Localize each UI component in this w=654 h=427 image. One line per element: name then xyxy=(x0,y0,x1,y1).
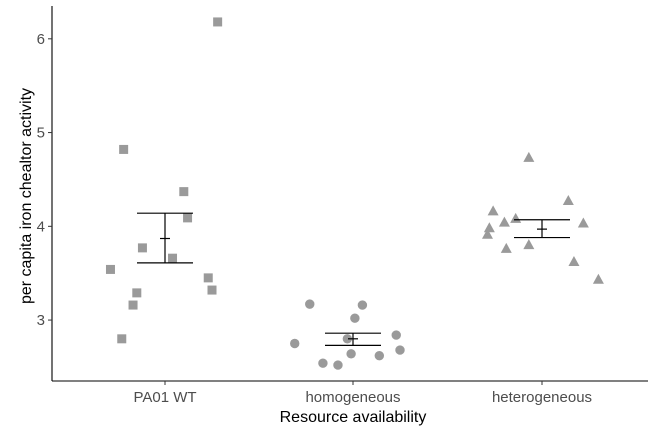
y-tick-label: 6 xyxy=(37,31,45,48)
data-point-triangle xyxy=(568,255,580,266)
data-point-circle xyxy=(391,330,401,340)
data-point-triangle xyxy=(523,239,535,250)
data-point-triangle xyxy=(500,242,512,253)
error-bars xyxy=(137,212,570,346)
data-point-triangle xyxy=(523,151,535,162)
data-point-circle xyxy=(318,358,328,368)
data-point-circle xyxy=(346,349,356,359)
axes: 3 4 5 6 PA01 WT homogeneous heterogeneous xyxy=(37,6,648,406)
data-point-square xyxy=(132,288,142,298)
data-point-triangle xyxy=(481,228,493,239)
data-point-circle xyxy=(357,300,368,310)
x-axis-title: Resource availability xyxy=(280,409,427,426)
data-point-square xyxy=(203,273,213,283)
data-point-square xyxy=(119,144,129,154)
data-point-circle xyxy=(374,350,385,361)
y-tick-label: 4 xyxy=(37,218,45,235)
data-point-square xyxy=(137,243,147,253)
x-tick-label: PA01 WT xyxy=(133,389,196,406)
data-point-square xyxy=(213,17,223,27)
data-point-square xyxy=(117,334,127,344)
data-point-triangle xyxy=(487,205,499,216)
data-point-triangle xyxy=(483,222,495,233)
data-point-triangle xyxy=(510,212,522,223)
data-point-circle xyxy=(333,360,343,370)
data-points xyxy=(105,17,604,370)
x-tick-label: homogeneous xyxy=(305,389,400,406)
data-point-triangle xyxy=(562,195,574,205)
data-point-square xyxy=(168,253,178,263)
data-point-circle xyxy=(305,299,315,309)
data-point-circle xyxy=(395,345,405,355)
data-point-square xyxy=(179,187,189,197)
data-point-circle xyxy=(342,334,353,344)
data-point-circle xyxy=(350,313,360,323)
data-point-square xyxy=(183,213,193,223)
data-point-triangle xyxy=(592,273,604,284)
data-point-circle xyxy=(290,338,300,349)
x-tick-label: heterogeneous xyxy=(492,389,592,406)
data-point-square xyxy=(128,300,138,310)
y-tick-label: 5 xyxy=(37,125,45,142)
data-point-triangle xyxy=(498,216,510,227)
y-axis-title: per capita iron chealtor activity xyxy=(18,88,35,304)
data-point-triangle xyxy=(577,217,589,228)
data-point-square xyxy=(105,264,115,274)
data-point-square xyxy=(207,285,217,295)
y-tick-label: 3 xyxy=(37,312,45,329)
